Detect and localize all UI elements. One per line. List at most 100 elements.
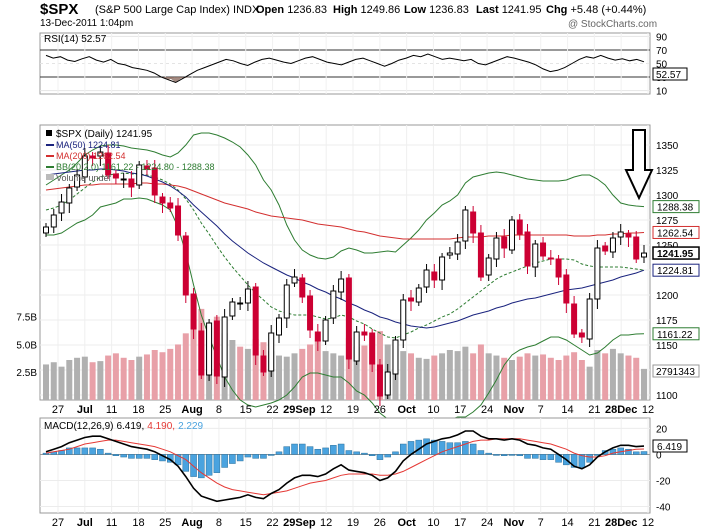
macd-hist-bar — [322, 447, 329, 455]
x-axis-label: 12 — [320, 517, 332, 529]
macd-hist-bar — [229, 454, 236, 464]
last-value: 1241.95 — [501, 4, 542, 16]
candle-body — [58, 201, 65, 214]
candle-body — [477, 232, 484, 278]
rsi-tick-label: 10 — [656, 87, 668, 98]
volume-bar — [66, 360, 73, 400]
macd-hist-bar — [283, 446, 291, 455]
macd-ticks: 20 0 -20 -40 — [656, 424, 671, 513]
x-axis-label: 22 — [266, 404, 278, 416]
volume-bar — [633, 357, 640, 400]
x-axis-labels-top: 27 Jul 11 18 25 Aug 8 15 22 29Sep 12 19 26 Oct 10 17 24 N… — [52, 404, 654, 416]
low-value: 1236.83 — [429, 4, 469, 16]
volume-bar — [602, 353, 609, 400]
price-tag-box — [652, 225, 700, 239]
macd-hist-bar — [299, 443, 306, 455]
candle-body — [508, 219, 515, 251]
candle-body — [43, 226, 49, 234]
volume-bar — [477, 344, 484, 400]
volume-bar — [307, 344, 314, 400]
candle-body — [547, 257, 554, 260]
volume-bar — [244, 348, 251, 400]
macd-hist-bar — [112, 454, 120, 456]
rsi-oversold-fill — [168, 77, 183, 83]
x-axis-label: 15 — [240, 517, 252, 529]
volume-bar — [400, 351, 407, 400]
candle-body — [555, 258, 562, 278]
candle-body — [175, 205, 182, 236]
macd-hist-bar — [423, 438, 430, 455]
macd-line — [45, 430, 645, 503]
macd-hist-bar — [260, 454, 267, 459]
legend-volume-swatch — [46, 174, 54, 180]
high-quote: High 1249.86 — [333, 4, 400, 16]
bb-upper-line — [45, 132, 645, 260]
x-axis-label: 11 — [106, 404, 117, 416]
rsi-last-tag: 52.57 — [656, 70, 681, 81]
macd-hist-bar — [524, 454, 531, 459]
volume-bar — [291, 353, 298, 400]
macd-hist-bar — [469, 443, 477, 455]
x-axis-label: 28Dec — [605, 404, 637, 416]
candle-body — [81, 155, 88, 178]
price-tick-label: 1200 — [656, 291, 679, 302]
volume-bar — [143, 354, 150, 400]
macd-hist-bar — [205, 454, 213, 476]
x-axis-label: 19 — [347, 404, 359, 416]
macd-hist-bar — [532, 454, 539, 459]
index-full-name: (S&P 500 Large Cap Index) — [95, 4, 230, 16]
volume-bar — [578, 360, 585, 400]
rsi-last-tag-box — [652, 67, 688, 81]
candle-body — [190, 293, 197, 330]
price-tag-label: 1161.22 — [657, 330, 693, 341]
volume-bar — [609, 348, 616, 400]
chart-header: $SPX (S&P 500 Large Cap Index) INDX 13-D… — [0, 0, 728, 32]
x-axis-label: 26 — [374, 517, 386, 529]
volume-bar — [439, 353, 446, 400]
macd-hist-bar — [516, 454, 523, 456]
macd-hist-bar — [485, 452, 492, 455]
exchange: INDX — [233, 4, 260, 16]
candle-body — [252, 286, 259, 356]
ma200-line — [45, 182, 645, 240]
volume-bar — [485, 353, 492, 400]
x-axis-label: 14 — [561, 517, 573, 529]
volume-bar — [454, 351, 461, 400]
macd-hist-bar — [128, 454, 135, 459]
macd-hist-bar — [190, 454, 197, 477]
candle-body — [563, 274, 570, 304]
x-axis-label: 19 — [347, 517, 359, 529]
macd-hist-bar — [291, 443, 298, 455]
candle-body — [361, 331, 368, 336]
rsi-line — [45, 53, 645, 84]
volume-bar — [617, 353, 624, 400]
open-label: Open — [256, 4, 285, 16]
macd-hist-bar — [236, 454, 244, 462]
candle-body — [376, 364, 383, 397]
volume-bar — [547, 357, 554, 400]
price-tick-label: 1150 — [656, 341, 678, 352]
rsi-oversold-fill — [175, 77, 191, 79]
volume-bar — [361, 345, 368, 400]
bb-middle-line — [45, 172, 645, 339]
x-axis-label: 8 — [216, 404, 222, 416]
volume-bar — [229, 340, 236, 400]
macd-hist-bar — [570, 454, 578, 468]
macd-frame — [39, 417, 651, 514]
macd-hist-bar — [454, 442, 461, 455]
candle-body — [128, 178, 135, 188]
macd-last-tag: 6.419 — [657, 442, 682, 453]
macd-hist-bar — [376, 454, 384, 460]
price-tag-box — [652, 200, 700, 214]
macd-hist-bar — [244, 454, 252, 458]
candle-body — [291, 276, 298, 284]
x-axis-label: Nov — [504, 517, 526, 529]
x-axis-label: Nov — [504, 404, 526, 416]
candle-body — [275, 317, 282, 336]
macd-hist-bar — [174, 454, 182, 466]
volume-bar — [408, 353, 415, 400]
macd-hist-bar — [97, 448, 104, 455]
volume-bar — [493, 355, 500, 400]
x-axis-label: 10 — [427, 517, 439, 529]
macd-hist-bar — [508, 454, 516, 456]
